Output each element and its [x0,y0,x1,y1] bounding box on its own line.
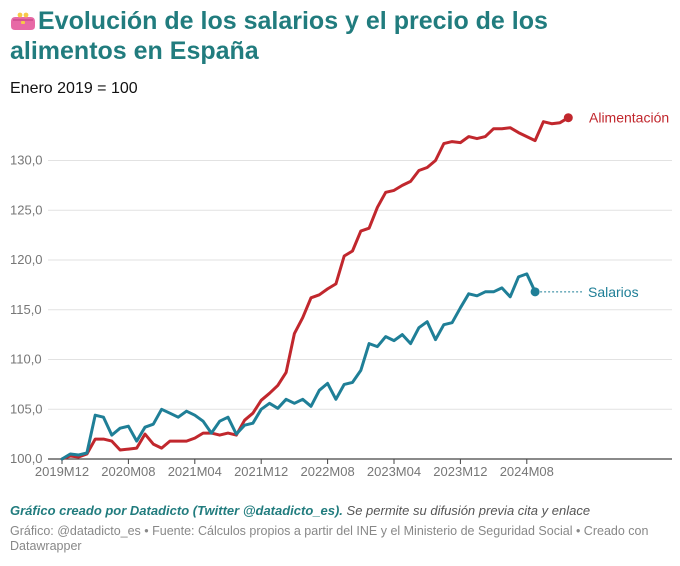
series-line-salarios [60,272,537,461]
y-tick-label: 130,0 [10,153,43,168]
x-tick-label: 2021M04 [168,464,222,479]
x-tick-label: 2023M04 [367,464,421,479]
series-label-alimentacion: Alimentación [589,110,669,126]
chart-title: Evolución de los salarios y el precio de… [10,6,670,66]
x-tick-label: 2022M08 [300,464,354,479]
series-label-salarios: Salarios [588,284,639,300]
chart-credit: Gráfico creado por Datadicto (Twitter @d… [10,503,670,518]
series-line-alimentacion [60,116,570,461]
y-tick-label: 105,0 [10,401,43,416]
y-tick-label: 100,0 [10,451,43,466]
chart-subtitle: Enero 2019 = 100 [10,80,138,97]
purse-icon [11,12,35,30]
x-tick-label: 2024M08 [500,464,554,479]
line-chart: 100,0 105,0 110,0 115,0 120,0 125,0 130,0 2019M… [10,110,672,479]
y-tick-label: 125,0 [10,202,43,217]
credit-bold: Gráfico creado por Datadicto (Twitter @d… [10,503,343,518]
chart-title-text: Evolución de los salarios y el precio de… [10,7,548,65]
x-tick-label: 2020M08 [101,464,155,479]
y-tick-label: 115,0 [10,302,42,317]
series-end-point-alimentacion [563,113,573,123]
y-tick-label: 110,0 [10,352,42,367]
series-end-point-salarios [530,287,540,297]
x-tick-label: 2021M12 [234,464,288,479]
x-tick-label: 2023M12 [433,464,487,479]
chart-source: Gráfico: @datadicto_es • Fuente: Cálculo… [10,524,649,553]
y-tick-label: 120,0 [10,252,43,267]
credit-rest: Se permite su difusión previa cita y enl… [342,503,591,518]
x-tick-label: 2019M12 [35,464,89,479]
